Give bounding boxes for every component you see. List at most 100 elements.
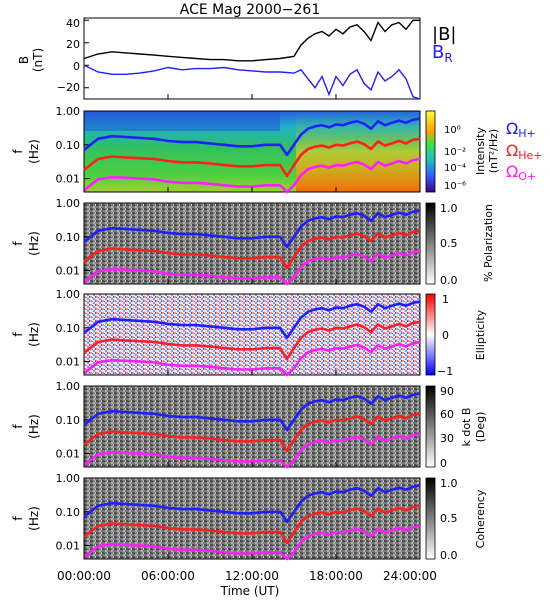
x-tick-label-00: 00:00:00: [57, 569, 111, 583]
x-axis-label: Time (UT): [220, 584, 280, 598]
freq-tick-label-3-1: 0.10: [56, 414, 81, 427]
ion-label-o: ΩO+: [506, 162, 536, 183]
kdotb-spectrogram-bg: [84, 386, 420, 467]
freq-ylabel-top-3: f: [11, 424, 25, 429]
freq-ylabel-top-1: f: [11, 241, 25, 246]
freq-ylabel-bottom-0: (Hz): [27, 139, 41, 164]
b-field-axes-frame: [83, 17, 421, 100]
overlay-line-3-1: [83, 412, 421, 453]
freq-ylabel-bottom-4: (Hz): [27, 506, 41, 531]
polarization-cbar-label: % Polarization: [482, 204, 495, 282]
kdotb-cbar-tick-3: 30: [440, 432, 454, 445]
freq-tick-label-1-0: 1.00: [56, 197, 81, 210]
cyclotron-overlays: [83, 117, 421, 561]
freq-tick-label-2-1: 0.10: [56, 322, 81, 335]
polarization-cbar-tick-1: 1.0: [440, 202, 458, 215]
ion-label-h-sub: H+: [518, 127, 536, 140]
b-ytick-0: 0: [73, 60, 80, 73]
overlay-line-1-2: [83, 249, 421, 286]
ion-label-o-main: Ω: [506, 162, 518, 181]
overlay-line-4-0: [83, 484, 421, 524]
b-series-line-1: [83, 64, 421, 100]
intensity-cbar-tick-3: 10⁻⁴: [444, 163, 466, 174]
overlay-line-4-2: [83, 524, 421, 561]
intensity-cbar-tick-4: 10⁻⁶: [444, 181, 466, 192]
freq-ylabel-top-0: f: [11, 149, 25, 154]
coherency-spectrogram-bg: [84, 478, 420, 559]
freq-tick-label-3-2: 0.01: [56, 448, 81, 461]
x-tick-label-24: 24:00:00: [383, 569, 437, 583]
coherency-cbar-label: Coherency: [474, 489, 487, 548]
ion-label-he-sub: He+: [518, 149, 542, 162]
ion-labels: ΩH+ ΩHe+ ΩO+: [506, 119, 543, 183]
kdotb-cbar-label-1: k dot B: [460, 408, 473, 447]
freq-tick-label-0-0: 1.00: [56, 105, 81, 118]
freq-tick-label-3-0: 1.00: [56, 380, 81, 393]
x-tick-label-06: 06:00:00: [141, 569, 195, 583]
b-ytick-20: 20: [66, 38, 80, 51]
coherency-cbar-tick-1: 1.0: [440, 477, 458, 490]
freq-tick-label-4-0: 1.00: [56, 472, 81, 485]
freq-ylabel-top-2: f: [11, 332, 25, 337]
ellipticity-cbar-tick-1: 1: [442, 293, 449, 306]
b-ytick-neg20: −20: [57, 81, 80, 94]
freq-tick-label-1-1: 0.10: [56, 231, 81, 244]
b-field-lines: [83, 19, 421, 100]
intensity-active-region: [296, 111, 420, 192]
overlay-line-1-0: [83, 209, 421, 249]
polarization-colorbar: [425, 202, 436, 285]
overlay-line-0-2: [83, 157, 421, 194]
kdotb-cbar-label-2: (Deg): [474, 412, 487, 443]
legend-b-total: |B|: [432, 24, 456, 45]
b-field-panel: 40 20 0 −20 B (nT) |B| BR: [17, 17, 456, 100]
polarization-cbar-tick-2: 0.5: [440, 237, 458, 250]
ion-label-o-sub: O+: [518, 170, 536, 183]
coherency-cbar-tick-2: 0.5: [440, 512, 458, 525]
kdotb-cbar-tick-2: 60: [440, 408, 454, 421]
ellipticity-cbar-label: Ellipticity: [474, 309, 487, 360]
freq-tick-label-2-2: 0.01: [56, 356, 81, 369]
ellipticity-cbar-tick-3: −1: [437, 365, 453, 378]
coherency-cbar-tick-3: 0.0: [440, 549, 458, 562]
freq-ylabel-bottom-1: (Hz): [27, 231, 41, 256]
kdotb-cbar-tick-1: 90: [440, 385, 454, 398]
overlay-line-2-2: [83, 340, 421, 377]
x-axis-ticks: [83, 94, 421, 559]
overlay-line-3-0: [83, 392, 421, 432]
freq-tick-label-1-2: 0.01: [56, 265, 81, 278]
b-ylabel-bottom: (nT): [31, 48, 45, 72]
legend-b-r-sub: R: [444, 51, 452, 65]
x-tick-label-18: 18:00:00: [309, 569, 363, 583]
kdotb-colorbar: [425, 385, 436, 468]
freq-tick-label-0-1: 0.10: [56, 139, 81, 152]
coherency-colorbar: [425, 477, 436, 560]
legend-b-r-main: B: [432, 42, 444, 63]
freq-tick-label-4-1: 0.10: [56, 506, 81, 519]
ion-label-he: ΩHe+: [506, 141, 543, 162]
freq-tick-label-0-2: 0.01: [56, 173, 81, 186]
freq-ylabel-bottom-2: (Hz): [27, 322, 41, 347]
frequency-axes: 1.000.100.01f (Hz)1.000.100.01f (Hz)1.000.…: [11, 105, 90, 553]
ellipticity-spectrogram-bg: [84, 294, 420, 375]
freq-tick-label-2-0: 1.00: [56, 288, 81, 301]
freq-ylabel-bottom-3: (Hz): [27, 414, 41, 439]
intensity-colorbar: [425, 110, 436, 193]
polarization-cbar-tick-3: 0.0: [440, 274, 458, 287]
chart-title: ACE Mag 2000−261: [180, 2, 320, 18]
overlay-line-4-1: [83, 504, 421, 545]
intensity-cbar-label-1: Intensity: [474, 127, 487, 175]
legend-b-r: BR: [432, 42, 453, 65]
overlay-line-1-1: [83, 229, 421, 270]
x-tick-label-12: 12:00:00: [225, 569, 279, 583]
kdotb-cbar-tick-4: 0: [440, 457, 447, 470]
freq-tick-label-4-2: 0.01: [56, 540, 81, 553]
b-ytick-40: 40: [66, 17, 80, 30]
intensity-quiet-band: [84, 111, 280, 131]
polarization-spectrogram-bg: [84, 203, 420, 284]
ion-label-h-main: Ω: [506, 119, 518, 138]
ellipticity-cbar-tick-2: 0: [442, 329, 449, 342]
overlay-line-0-1: [83, 137, 421, 178]
b-ylabel-top: B: [17, 56, 31, 64]
overlay-line-2-1: [83, 320, 421, 361]
